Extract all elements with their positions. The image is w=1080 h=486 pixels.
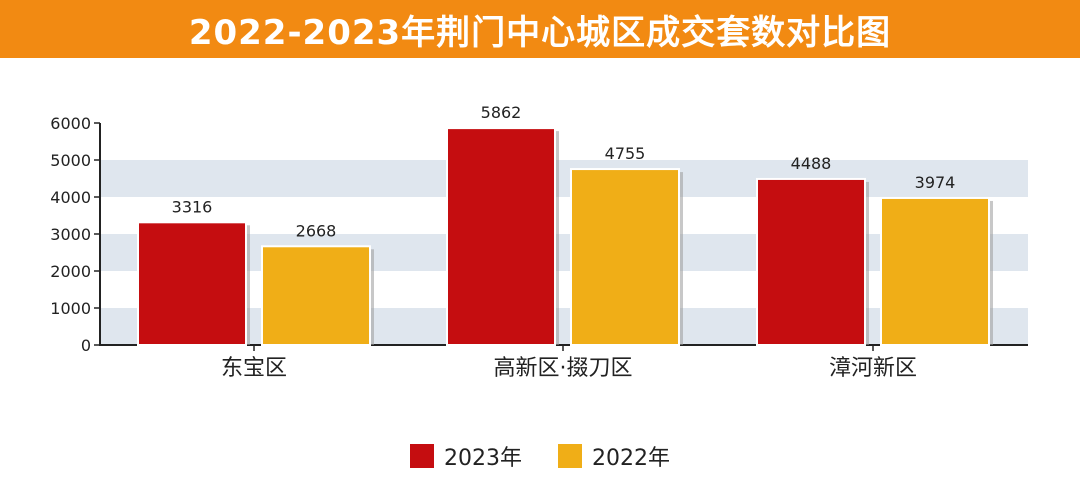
y-tick-label: 3000 <box>50 225 91 244</box>
grid-band <box>100 308 1028 345</box>
grid-band <box>100 160 1028 197</box>
y-tick-label: 1000 <box>50 299 91 318</box>
bar <box>756 177 866 346</box>
category-label: 漳河新区 <box>829 356 917 381</box>
y-tick-label: 5000 <box>50 151 91 170</box>
grid-band <box>100 234 1028 271</box>
legend-label-2023: 2023年 <box>444 446 522 471</box>
bar-chart: 0 1000 2000 3000 4000 5000 6000 3316 2668 东宝区 5862… <box>50 103 1028 381</box>
data-label: 4488 <box>791 154 832 173</box>
legend-swatch-2022 <box>558 444 582 468</box>
data-label: 4755 <box>605 144 646 163</box>
bar <box>880 196 990 346</box>
data-label: 3316 <box>172 197 213 216</box>
y-tick-label: 6000 <box>50 114 91 133</box>
legend-swatch-2023 <box>410 444 434 468</box>
title-banner: 2022-2023年荆门中心城区成交套数对比图 <box>0 0 1080 58</box>
legend-label-2022: 2022年 <box>592 446 670 471</box>
bar <box>261 245 371 346</box>
category-label: 高新区·掇刀区 <box>494 356 633 381</box>
data-label: 3974 <box>915 173 956 192</box>
data-label: 5862 <box>481 103 522 122</box>
y-tick-label: 2000 <box>50 262 91 281</box>
y-tick-label: 0 <box>81 336 91 355</box>
legend-item-2022: 2022年 <box>558 440 670 472</box>
y-tick-label: 4000 <box>50 188 91 207</box>
bar <box>570 168 680 346</box>
bar <box>137 221 247 346</box>
legend: 2023年 2022年 <box>0 440 1080 472</box>
bar <box>446 127 556 346</box>
data-label: 2668 <box>296 221 337 240</box>
category-label: 东宝区 <box>221 356 287 381</box>
legend-item-2023: 2023年 <box>410 440 522 472</box>
chart-title: 2022-2023年荆门中心城区成交套数对比图 <box>188 12 892 53</box>
